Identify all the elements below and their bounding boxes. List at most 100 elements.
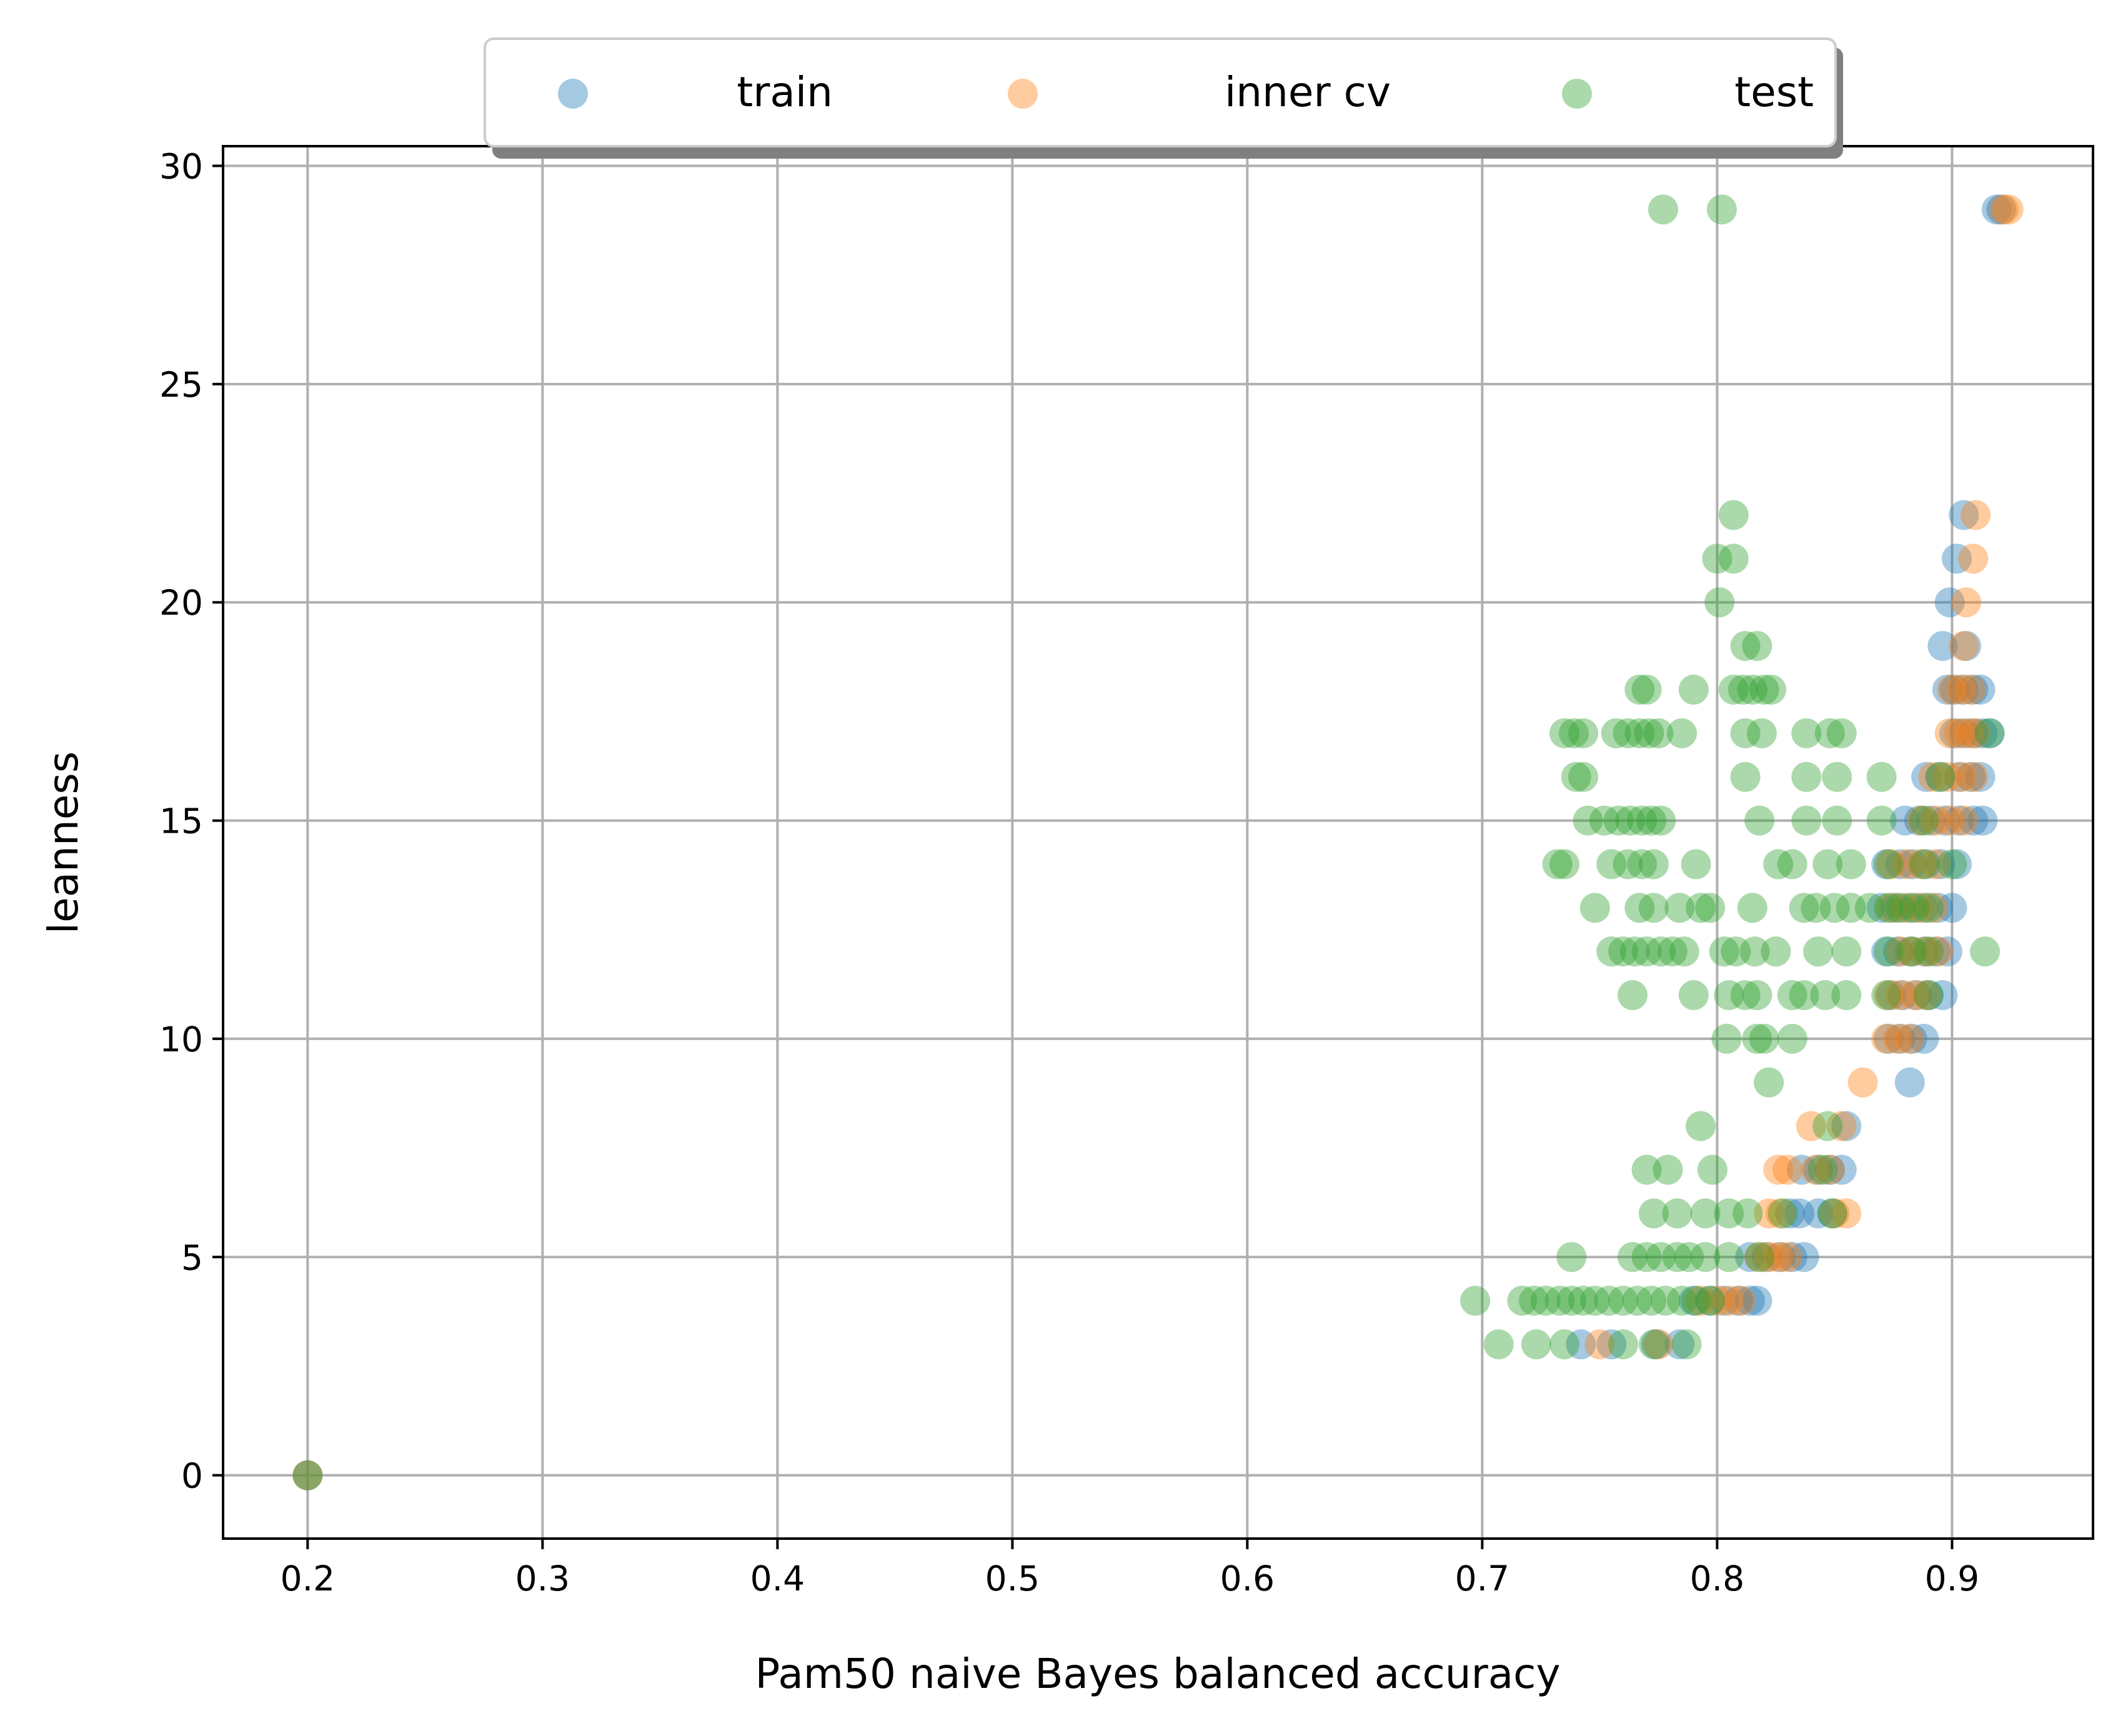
data-point <box>1960 500 1991 530</box>
data-point <box>1777 1242 1807 1272</box>
data-point <box>1618 1242 1648 1272</box>
data-point <box>1941 543 1972 574</box>
data-point <box>1681 849 1711 880</box>
data-point <box>1934 718 1965 748</box>
data-point <box>1706 194 1737 225</box>
data-point <box>1754 1242 1784 1272</box>
data-point <box>1814 1154 1845 1185</box>
legend-label: train <box>737 68 833 116</box>
data-point <box>1989 194 2019 225</box>
data-point <box>1666 1286 1697 1316</box>
data-point <box>1871 936 1902 967</box>
data-point <box>1627 849 1658 880</box>
data-point <box>1584 1329 1615 1360</box>
data-point <box>1831 1198 1862 1229</box>
data-point <box>1803 1198 1834 1229</box>
data-point <box>1958 543 1989 574</box>
data-point <box>1836 849 1866 880</box>
data-point <box>1911 936 1942 967</box>
data-point <box>1847 1067 1878 1098</box>
data-point <box>292 1460 323 1490</box>
y-tick-label: 10 <box>159 1019 203 1059</box>
data-point <box>1544 1286 1575 1316</box>
data-point <box>1873 893 1904 923</box>
y-axis-ticks: 0 5 10 15 20 25 30 <box>159 146 223 1496</box>
data-point <box>1589 805 1619 836</box>
data-point <box>1944 805 1974 836</box>
data-point <box>1594 1286 1624 1316</box>
data-point <box>1897 1023 1927 1054</box>
data-point <box>1549 718 1579 748</box>
data-point <box>1627 805 1658 836</box>
data-point <box>1876 980 1906 1011</box>
data-point <box>1873 980 1904 1011</box>
legend-label: test <box>1734 68 1814 116</box>
data-point <box>1742 1023 1772 1054</box>
data-point <box>1638 1329 1669 1360</box>
data-point <box>1730 718 1761 748</box>
data-point <box>1921 805 1951 836</box>
data-point <box>1596 849 1627 880</box>
data-point <box>1934 805 1965 836</box>
data-point <box>1568 761 1599 792</box>
data-point <box>1622 1286 1653 1316</box>
x-tick-label: 0.6 <box>1220 1559 1275 1599</box>
data-point <box>1949 718 1979 748</box>
data-point <box>1556 1286 1587 1316</box>
data-point <box>1756 674 1786 705</box>
legend-box <box>484 37 1837 147</box>
data-point <box>1949 500 1979 530</box>
data-point <box>1958 674 1989 705</box>
data-point <box>1913 893 1944 923</box>
data-point <box>1876 849 1906 880</box>
data-point <box>1761 936 1791 967</box>
data-point <box>1922 893 1953 923</box>
data-point <box>1921 849 1951 880</box>
data-point <box>1777 849 1807 880</box>
data-point <box>1714 1286 1744 1316</box>
data-point <box>1657 936 1688 967</box>
data-point <box>1822 805 1852 836</box>
x-tick-label: 0.7 <box>1455 1559 1509 1599</box>
data-point <box>1871 980 1902 1011</box>
data-point <box>1737 674 1767 705</box>
series-test <box>292 194 2005 1490</box>
data-point <box>1899 980 1930 1011</box>
legend: train inner cv test <box>484 37 1843 159</box>
y-tick-label: 0 <box>181 1456 203 1496</box>
data-point <box>1812 849 1843 880</box>
data-point <box>1817 1198 1847 1229</box>
data-point <box>1648 194 1678 225</box>
data-point <box>1897 936 1927 967</box>
data-point <box>1803 1154 1834 1185</box>
data-point <box>1618 980 1648 1011</box>
data-point <box>1749 674 1779 705</box>
x-tick-label: 0.4 <box>750 1559 805 1599</box>
data-point <box>1819 893 1850 923</box>
data-point <box>1746 718 1777 748</box>
data-point <box>1866 805 1897 836</box>
data-point <box>1951 587 1981 618</box>
data-point <box>1568 718 1599 748</box>
data-point <box>1831 936 1862 967</box>
data-point <box>1791 805 1822 836</box>
data-point <box>1913 936 1944 967</box>
data-point <box>1737 893 1767 923</box>
y-axis-title: leanness <box>39 751 87 934</box>
data-point <box>1826 1111 1857 1141</box>
data-point <box>1885 936 1916 967</box>
series-train <box>292 194 2017 1490</box>
data-point <box>1906 805 1937 836</box>
data-point <box>1882 936 1913 967</box>
data-point <box>1801 893 1831 923</box>
data-point <box>1913 980 1944 1011</box>
legend-entries: train inner cv test <box>558 68 1814 116</box>
data-point <box>1641 1329 1671 1360</box>
data-point <box>1789 1242 1819 1272</box>
data-point <box>1777 980 1807 1011</box>
data-point <box>1831 980 1862 1011</box>
data-point <box>1958 805 1989 836</box>
data-point <box>1733 1198 1763 1229</box>
data-point <box>1613 718 1643 748</box>
data-point <box>1686 1111 1716 1141</box>
